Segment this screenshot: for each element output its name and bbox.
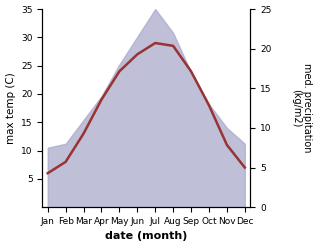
X-axis label: date (month): date (month) [105, 231, 187, 242]
Y-axis label: max temp (C): max temp (C) [5, 72, 16, 144]
Y-axis label: med. precipitation
(kg/m2): med. precipitation (kg/m2) [291, 63, 313, 153]
